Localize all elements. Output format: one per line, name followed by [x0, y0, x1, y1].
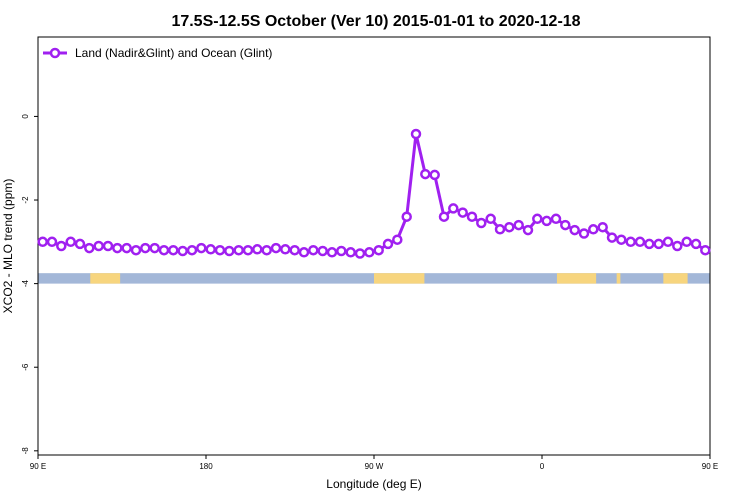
data-point: [289, 244, 300, 256]
y-tick-label: -2: [21, 196, 30, 204]
data-point: [84, 242, 95, 254]
data-point: [690, 238, 702, 250]
y-tick-label: 0: [21, 114, 30, 119]
data-point: [634, 236, 646, 248]
data-point: [121, 242, 132, 254]
data-point: [448, 203, 459, 214]
data-point: [392, 234, 403, 245]
data-point: [261, 244, 272, 256]
land-segment: [663, 273, 688, 284]
data-point: [662, 236, 674, 248]
data-point: [672, 240, 683, 252]
data-point: [457, 207, 468, 218]
data-point: [373, 244, 384, 256]
data-point: [252, 244, 263, 255]
data-point: [93, 240, 104, 252]
data-point: [606, 232, 618, 243]
data-point: [140, 242, 151, 254]
y-tick-label: -4: [21, 280, 30, 288]
data-point: [280, 244, 291, 255]
x-tick-label: 90 E: [30, 462, 46, 471]
y-axis: 0 -2 -4 -6 -8: [21, 114, 38, 455]
data-point: [578, 228, 590, 239]
chart-title: 17.5S-12.5S October (Ver 10) 2015-01-01 …: [171, 13, 580, 30]
data-point: [37, 236, 48, 248]
data-point: [588, 224, 599, 235]
land-segment: [616, 273, 621, 284]
data-point: [550, 213, 562, 225]
data-point: [382, 238, 394, 250]
data-point: [345, 247, 356, 258]
y-tick-label: -6: [21, 363, 30, 371]
data-point: [74, 238, 86, 250]
data-point: [224, 245, 235, 257]
x-tick-label: 90 E: [702, 462, 718, 471]
surface-type-band: [38, 273, 710, 284]
data-point: [485, 213, 496, 225]
data-point: [494, 224, 506, 235]
data-point: [522, 224, 534, 236]
data-point: [214, 244, 226, 256]
land-segment: [90, 273, 121, 284]
data-point: [298, 247, 310, 258]
data-point: [644, 238, 655, 250]
data-point: [616, 234, 627, 245]
data-point: [504, 221, 515, 233]
data-point: [410, 128, 422, 140]
data-point: [625, 236, 636, 248]
data-point: [653, 238, 664, 250]
data-point: [317, 245, 328, 257]
y-axis-label: XCO2 - MLO trend (ppm): [1, 179, 15, 314]
data-point: [420, 168, 431, 180]
data-point: [466, 211, 478, 222]
data-point: [476, 217, 487, 229]
data-point: [102, 240, 114, 252]
data-point: [149, 242, 160, 254]
data-point: [270, 242, 282, 254]
series-line: [42, 132, 707, 255]
x-axis: 90 E 180 90 W 0 90 E: [30, 455, 718, 471]
data-point: [438, 211, 450, 222]
legend-marker: [49, 47, 61, 59]
data-point: [560, 219, 571, 231]
data-point: [681, 236, 692, 248]
y-tick-label: -8: [21, 447, 30, 455]
data-point: [112, 242, 123, 254]
data-point: [196, 242, 207, 254]
x-axis-label: Longitude (deg E): [326, 477, 421, 491]
data-point: [429, 169, 440, 181]
data-point: [597, 221, 608, 233]
series-land-ocean: [37, 128, 711, 259]
data-point: [541, 215, 552, 227]
data-point: [354, 248, 366, 259]
x-tick-label: 90 W: [365, 462, 384, 471]
x-tick-label: 0: [540, 462, 545, 471]
data-point: [56, 240, 67, 252]
data-point: [130, 244, 142, 256]
land-segment: [556, 273, 597, 284]
data-point: [233, 244, 244, 256]
legend-label: Land (Nadir&Glint) and Ocean (Glint): [75, 46, 272, 60]
data-point: [65, 236, 76, 248]
data-point: [46, 236, 58, 248]
data-point: [168, 244, 179, 256]
data-point: [513, 219, 524, 231]
legend: Land (Nadir&Glint) and Ocean (Glint): [43, 46, 272, 60]
x-tick-label: 180: [199, 462, 213, 471]
data-point: [569, 224, 580, 236]
data-point: [186, 244, 198, 256]
data-point: [700, 244, 711, 256]
land-segment: [374, 273, 425, 284]
data-point: [242, 244, 254, 256]
data-point: [308, 244, 319, 256]
data-point: [326, 247, 338, 258]
data-point: [336, 245, 347, 257]
data-point: [177, 245, 188, 257]
data-point: [364, 247, 375, 258]
data-point: [205, 244, 216, 255]
data-point: [158, 244, 170, 256]
data-point: [401, 211, 412, 222]
data-point: [532, 213, 543, 225]
